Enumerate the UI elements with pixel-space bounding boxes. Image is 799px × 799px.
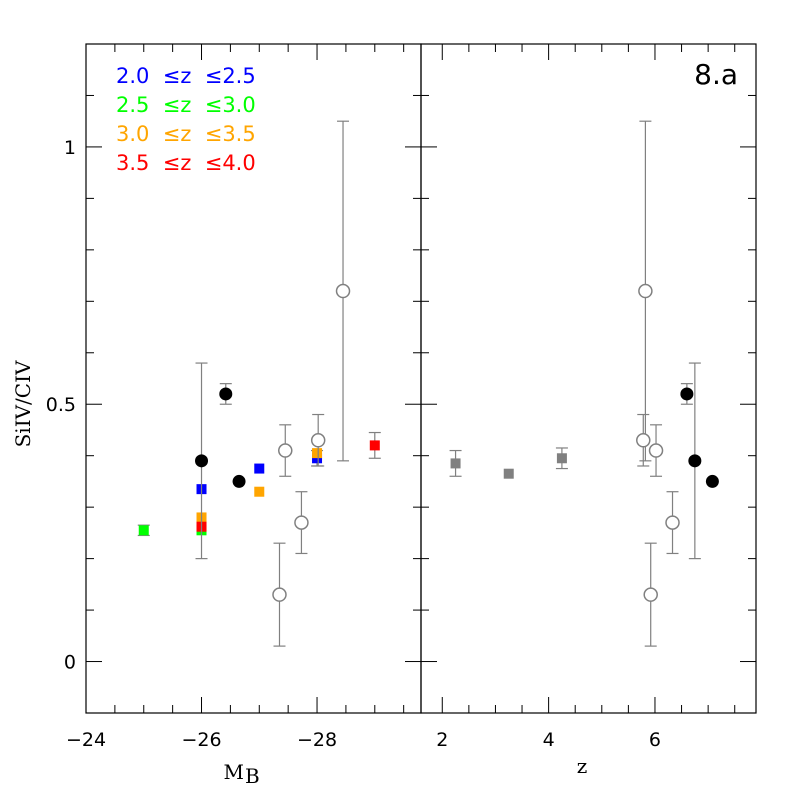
square-point (450, 458, 461, 469)
legend-entry: 3.0 ≤z ≤3.5 (116, 122, 256, 146)
square-point (556, 453, 567, 464)
open-circle-point (648, 443, 664, 458)
open-circle-point (643, 587, 658, 602)
square-point (312, 453, 323, 464)
legend-entry: 3.5 ≤z ≤4.0 (116, 151, 256, 175)
left-panel: 0 0.5 1 −24 −26 −28 2.0 ≤z ≤2.5 2.5 ≤z ≤3.0 3.0 … (46, 43, 422, 751)
filled-circle-point (705, 474, 719, 488)
square-point (254, 463, 265, 474)
y-tick-label: 0 (64, 652, 76, 674)
x-tick-label: 2 (436, 729, 448, 751)
legend-entry: 2.5 ≤z ≤3.0 (116, 93, 256, 117)
square-point (369, 440, 380, 451)
open-circle-point (638, 283, 653, 299)
square-point (503, 468, 514, 479)
filled-circle-point (219, 387, 233, 401)
filled-circle-point (680, 387, 694, 401)
panel-tag: 8.a (694, 58, 738, 91)
x-axis-label-right: z (577, 754, 588, 778)
chart-labels: SiIV/CIV M B z 8.a (11, 58, 738, 788)
x-tick-label: 6 (649, 729, 661, 751)
legend-entry: 2.0 ≤z ≤2.5 (116, 64, 256, 88)
y-tick-label: 0.5 (46, 394, 76, 416)
square-point (254, 486, 265, 497)
open-circle-point (310, 433, 326, 448)
square-point (312, 448, 323, 459)
filled-circle-point (195, 454, 209, 468)
filled-circle-point (232, 474, 246, 488)
right-panel: 2 4 6 (420, 43, 757, 751)
x-tick-label: −26 (181, 729, 221, 751)
open-circle-point (636, 433, 651, 448)
x-tick-label: −24 (66, 729, 106, 751)
open-circle-point (294, 515, 309, 530)
open-circle-point (335, 283, 351, 299)
open-circle-point (665, 515, 680, 530)
filled-circle-point (688, 454, 702, 468)
x-tick-label: −28 (297, 729, 337, 751)
x-tick-label: 4 (543, 729, 555, 751)
y-axis-label: SiIV/CIV (11, 360, 35, 447)
right-frame (420, 43, 757, 714)
x-axis-label-left-subscript: B (245, 764, 260, 788)
open-circle-point (278, 443, 293, 458)
square-point (138, 525, 149, 536)
open-circle-point (272, 587, 287, 602)
x-axis-label-left: M (224, 760, 244, 784)
y-tick-label: 1 (64, 137, 76, 159)
